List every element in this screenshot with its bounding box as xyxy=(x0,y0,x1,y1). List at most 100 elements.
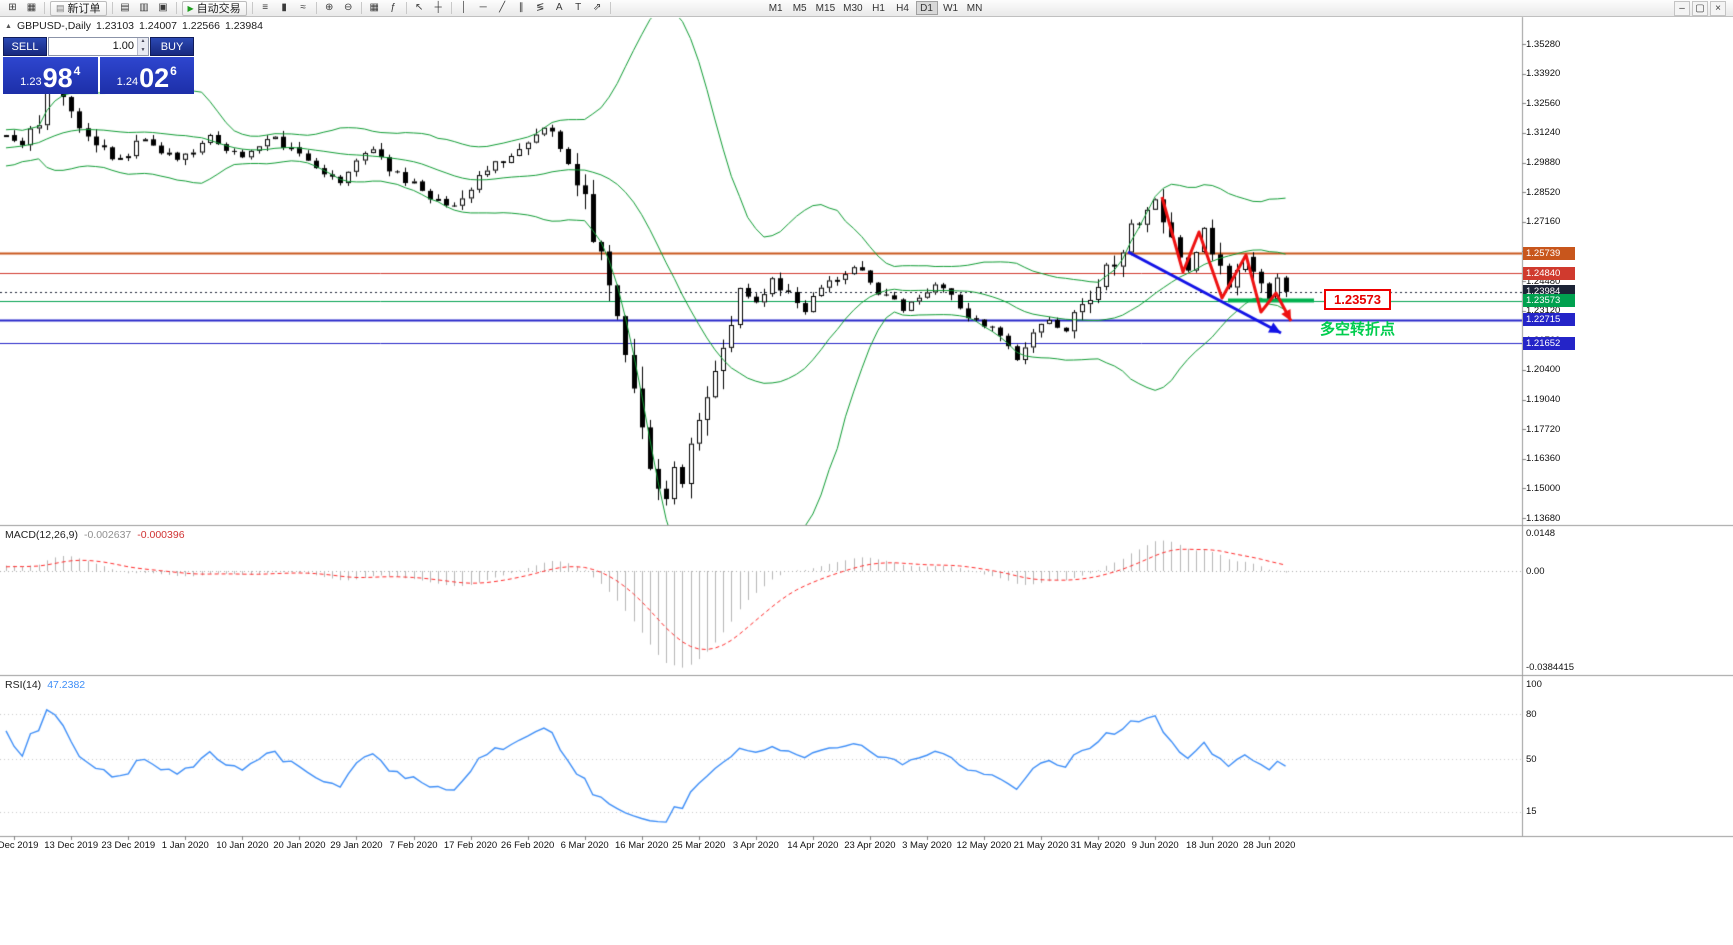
bid-price-point: 4 xyxy=(73,64,81,78)
market-watch-icon[interactable]: ▤ xyxy=(116,1,135,16)
autotrading-button[interactable]: ▶ 自动交易 xyxy=(181,0,247,16)
price-axis-label: 1.29880 xyxy=(1526,157,1561,168)
macd-value-signal: -0.000396 xyxy=(137,529,185,541)
symbol-info: ▲ GBPUSD-,Daily 1.23103 1.24007 1.22566 … xyxy=(5,20,263,32)
volume-input[interactable]: 1.00 ▲ ▼ xyxy=(48,37,149,56)
new-order-icon: ▤ xyxy=(56,2,65,13)
price-axis-label: 1.24480 xyxy=(1526,275,1561,287)
toolbar-separator xyxy=(175,2,177,14)
ask-price-pips: 02 xyxy=(139,63,170,93)
bar-chart-icon[interactable]: ≡ xyxy=(256,1,275,16)
price-axis-label: 1.16360 xyxy=(1526,453,1561,465)
volume-decrement-icon[interactable]: ▼ xyxy=(138,46,148,55)
time-axis-label: 20 Jan 2020 xyxy=(273,840,326,851)
time-axis-label: 6 Mar 2020 xyxy=(560,840,609,851)
bid-price-pips: 98 xyxy=(42,63,73,93)
crosshair-icon[interactable]: ┼ xyxy=(429,1,448,16)
text-label-icon[interactable]: T xyxy=(569,1,588,16)
ohlc-open: 1.23103 xyxy=(96,20,135,32)
volume-value[interactable]: 1.00 xyxy=(112,40,134,52)
trendline-icon[interactable]: ╱ xyxy=(493,1,512,16)
oneclick-collapse-icon[interactable]: ▲ xyxy=(5,22,12,30)
toolbar-separator xyxy=(111,2,113,14)
timeframe-m30-button[interactable]: M30 xyxy=(840,1,865,15)
indicators-icon[interactable]: ƒ xyxy=(384,1,403,16)
new-chart-icon[interactable]: ⊞ xyxy=(3,1,22,16)
restore-window-icon[interactable]: ▢ xyxy=(1692,0,1708,16)
bid-price-display[interactable]: 1.23 98 4 xyxy=(3,57,98,94)
timeframe-h4-button[interactable]: H4 xyxy=(892,1,914,15)
chart-profiles-icon[interactable]: ▦ xyxy=(22,1,41,16)
ask-price-display[interactable]: 1.24 02 6 xyxy=(99,57,194,94)
time-axis-label: 26 Feb 2020 xyxy=(500,840,555,851)
time-axis-label: 12 May 2020 xyxy=(956,840,1012,851)
price-axis-label: 1.32560 xyxy=(1526,97,1561,109)
vertical-line-icon[interactable]: │ xyxy=(455,1,474,16)
autotrading-icon: ▶ xyxy=(187,3,194,13)
equidistant-channel-icon[interactable]: ∥ xyxy=(512,1,531,16)
price-axis-label: 1.17720 xyxy=(1526,423,1561,435)
candlestick-chart-icon[interactable]: ▮ xyxy=(275,1,294,16)
data-window-icon[interactable]: ▥ xyxy=(135,1,154,16)
price-axis-label: 1.19040 xyxy=(1526,394,1561,405)
time-axis-label: 31 May 2020 xyxy=(1070,840,1126,851)
new-order-button[interactable]: ▤ 新订单 xyxy=(50,0,107,16)
toolbar-separator xyxy=(405,2,407,14)
timeframe-m5-button[interactable]: M5 xyxy=(789,1,811,15)
ask-price-prefix: 1.24 xyxy=(116,76,139,88)
macd-axis-label: 0.0148 xyxy=(1526,528,1556,540)
timeframe-m15-button[interactable]: M15 xyxy=(813,1,838,15)
buy-button[interactable]: BUY xyxy=(150,37,194,56)
macd-label: MACD(12,26,9) -0.002637 -0.000396 xyxy=(5,529,185,541)
time-axis-label: 17 Feb 2020 xyxy=(443,840,498,851)
ohlc-high: 1.24007 xyxy=(139,20,177,32)
time-axis-label: 1 Jan 2020 xyxy=(161,840,209,851)
time-axis-label: 3 May 2020 xyxy=(902,840,952,851)
time-axis-label: 23 Apr 2020 xyxy=(844,840,896,851)
timeframe-d1-button[interactable]: D1 xyxy=(915,1,938,15)
rsi-value: 47.2382 xyxy=(47,679,86,691)
price-level-tag: 1.24840 xyxy=(1523,266,1575,280)
volume-increment-icon[interactable]: ▲ xyxy=(138,38,148,47)
horizontal-line-icon[interactable]: ─ xyxy=(474,1,493,16)
navigator-icon[interactable]: ▣ xyxy=(154,1,173,16)
line-chart-icon[interactable]: ≈ xyxy=(294,1,313,16)
price-axis-label: 1.15000 xyxy=(1526,482,1561,494)
zoom-in-icon[interactable]: ⊕ xyxy=(320,1,339,16)
price-axis-label: 1.13680 xyxy=(1526,512,1561,524)
timeframe-mn-button[interactable]: MN xyxy=(964,1,986,15)
one-click-trading-panel: SELL 1.00 ▲ ▼ BUY 1.23 98 4 1.24 xyxy=(3,37,194,94)
sell-button[interactable]: SELL xyxy=(3,37,47,56)
zoom-out-icon[interactable]: ⊖ xyxy=(339,1,358,16)
close-window-icon[interactable]: × xyxy=(1710,0,1726,16)
tile-windows-icon[interactable]: ▦ xyxy=(365,1,384,16)
time-axis-label: 9 Jun 2020 xyxy=(1131,840,1179,851)
timeframe-h1-button[interactable]: H1 xyxy=(868,1,890,15)
macd-axis-label: -0.0384415 xyxy=(1526,662,1575,674)
timeframe-m1-button[interactable]: M1 xyxy=(765,1,787,15)
rsi-label: RSI(14) 47.2382 xyxy=(5,679,85,691)
price-axis-label: 1.20400 xyxy=(1526,364,1561,376)
text-icon[interactable]: A xyxy=(550,1,569,16)
cursor-icon[interactable]: ↖ xyxy=(410,1,429,16)
toolbar-separator xyxy=(450,2,452,14)
fibonacci-icon[interactable]: ≶ xyxy=(531,1,550,16)
price-axis-label: 1.23120 xyxy=(1526,305,1561,317)
bid-price-prefix: 1.23 xyxy=(20,76,42,88)
timeframe-w1-button[interactable]: W1 xyxy=(940,1,962,15)
price-level-tag: 1.25739 xyxy=(1523,246,1575,260)
arrows-icon[interactable]: ⇗ xyxy=(588,1,607,16)
price-axis-label: 1.33920 xyxy=(1526,68,1561,80)
price-axis-label: 1.28520 xyxy=(1526,186,1561,198)
minimize-window-icon[interactable]: – xyxy=(1674,0,1690,16)
rsi-name: RSI(14) xyxy=(5,679,42,691)
price-level-tag: 1.23573 xyxy=(1523,294,1575,308)
price-callout: 1.23573 xyxy=(1324,289,1391,310)
macd-name: MACD(12,26,9) xyxy=(5,529,78,541)
price-level-tag: 1.21652 xyxy=(1523,336,1575,350)
toolbar-separator xyxy=(360,2,362,14)
time-axis-label: 14 Apr 2020 xyxy=(787,840,839,851)
